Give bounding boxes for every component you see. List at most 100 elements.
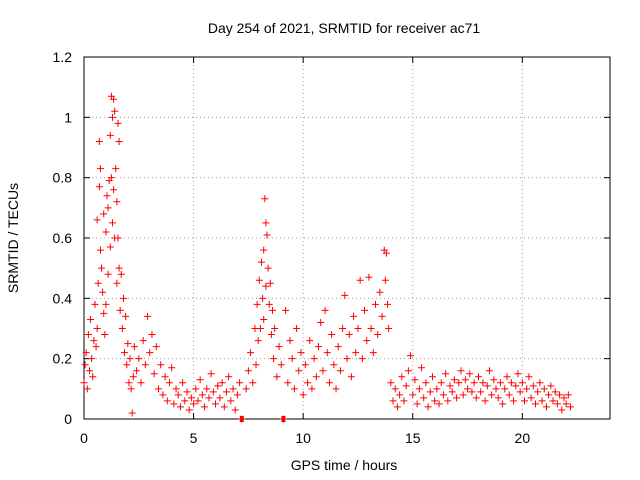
data-point bbox=[203, 385, 211, 393]
data-point bbox=[95, 137, 103, 145]
data-point bbox=[216, 394, 224, 402]
data-point bbox=[306, 337, 314, 345]
data-point bbox=[135, 355, 143, 363]
data-point bbox=[116, 306, 124, 314]
data-point bbox=[514, 370, 522, 378]
data-point bbox=[439, 391, 447, 399]
data-point bbox=[81, 361, 89, 369]
data-point bbox=[264, 264, 272, 272]
data-point bbox=[194, 397, 202, 405]
data-point bbox=[521, 397, 529, 405]
data-point bbox=[261, 195, 269, 203]
data-point bbox=[453, 394, 461, 402]
data-point bbox=[542, 403, 550, 411]
data-point bbox=[409, 391, 417, 399]
data-point bbox=[95, 183, 103, 191]
data-point bbox=[260, 246, 268, 254]
data-point bbox=[404, 367, 412, 375]
y-tick-label: 1 bbox=[64, 109, 72, 125]
data-point bbox=[270, 355, 278, 363]
data-point bbox=[85, 367, 93, 375]
data-point bbox=[104, 270, 112, 278]
data-point bbox=[356, 276, 364, 284]
data-point bbox=[422, 379, 430, 387]
data-point bbox=[205, 394, 213, 402]
data-point bbox=[293, 325, 301, 332]
data-point bbox=[115, 137, 123, 145]
data-point bbox=[527, 394, 535, 402]
data-point bbox=[551, 388, 559, 396]
data-point bbox=[161, 373, 169, 381]
data-point bbox=[172, 385, 180, 393]
data-point bbox=[455, 379, 463, 387]
data-point bbox=[538, 397, 546, 405]
data-point bbox=[198, 391, 206, 399]
data-point bbox=[411, 376, 419, 384]
data-point bbox=[325, 379, 333, 387]
data-point bbox=[244, 367, 252, 375]
data-point bbox=[393, 403, 401, 411]
data-point bbox=[183, 388, 191, 396]
data-point bbox=[525, 373, 533, 381]
data-point bbox=[286, 337, 294, 345]
data-point bbox=[83, 385, 91, 393]
data-point bbox=[126, 355, 134, 363]
data-point bbox=[382, 249, 390, 257]
data-point bbox=[214, 382, 222, 390]
data-point bbox=[110, 186, 118, 194]
data-point bbox=[347, 373, 355, 381]
chart-title: Day 254 of 2021, SRMTID for receiver ac7… bbox=[208, 20, 481, 36]
data-point bbox=[494, 394, 502, 402]
data-point bbox=[84, 331, 92, 339]
data-point bbox=[378, 312, 386, 320]
data-point bbox=[252, 361, 260, 369]
plot-frame bbox=[83, 56, 611, 420]
data-point bbox=[102, 300, 110, 308]
data-point bbox=[187, 394, 195, 402]
data-point bbox=[391, 385, 399, 393]
data-point bbox=[481, 397, 489, 405]
data-point bbox=[209, 388, 217, 396]
data-point bbox=[420, 394, 428, 402]
data-point bbox=[107, 174, 115, 182]
data-point bbox=[137, 379, 145, 387]
data-point bbox=[315, 343, 323, 351]
axis-marker bbox=[281, 416, 286, 422]
y-tick-label: 0.8 bbox=[53, 170, 73, 186]
data-point bbox=[444, 397, 452, 405]
data-point bbox=[457, 367, 465, 375]
data-point bbox=[549, 397, 557, 405]
data-point bbox=[176, 403, 184, 411]
data-point bbox=[114, 234, 122, 242]
data-point bbox=[475, 373, 482, 381]
data-point bbox=[266, 279, 274, 287]
y-tick-label: 1.2 bbox=[53, 49, 73, 65]
data-point bbox=[334, 343, 342, 351]
data-point bbox=[148, 331, 156, 339]
y-tick-label: 0.2 bbox=[53, 351, 73, 367]
data-point bbox=[433, 385, 441, 393]
data-point bbox=[267, 331, 275, 339]
data-point bbox=[564, 391, 572, 399]
x-tick-label: 5 bbox=[190, 430, 198, 446]
data-point bbox=[80, 379, 88, 387]
data-point bbox=[196, 376, 204, 384]
data-point bbox=[258, 258, 266, 266]
data-point bbox=[100, 309, 108, 317]
data-point bbox=[518, 379, 526, 387]
data-point bbox=[96, 165, 104, 173]
data-point bbox=[503, 373, 511, 381]
data-point bbox=[415, 385, 423, 393]
data-point bbox=[304, 379, 312, 387]
data-point bbox=[336, 367, 344, 375]
data-point bbox=[262, 219, 270, 227]
data-point bbox=[545, 391, 553, 399]
data-point bbox=[155, 385, 163, 393]
data-point bbox=[558, 406, 566, 414]
x-tick-label: 0 bbox=[80, 430, 88, 446]
y-tick-label: 0.4 bbox=[53, 290, 73, 306]
data-point bbox=[262, 282, 270, 290]
data-point bbox=[507, 379, 515, 387]
data-point bbox=[125, 379, 133, 387]
